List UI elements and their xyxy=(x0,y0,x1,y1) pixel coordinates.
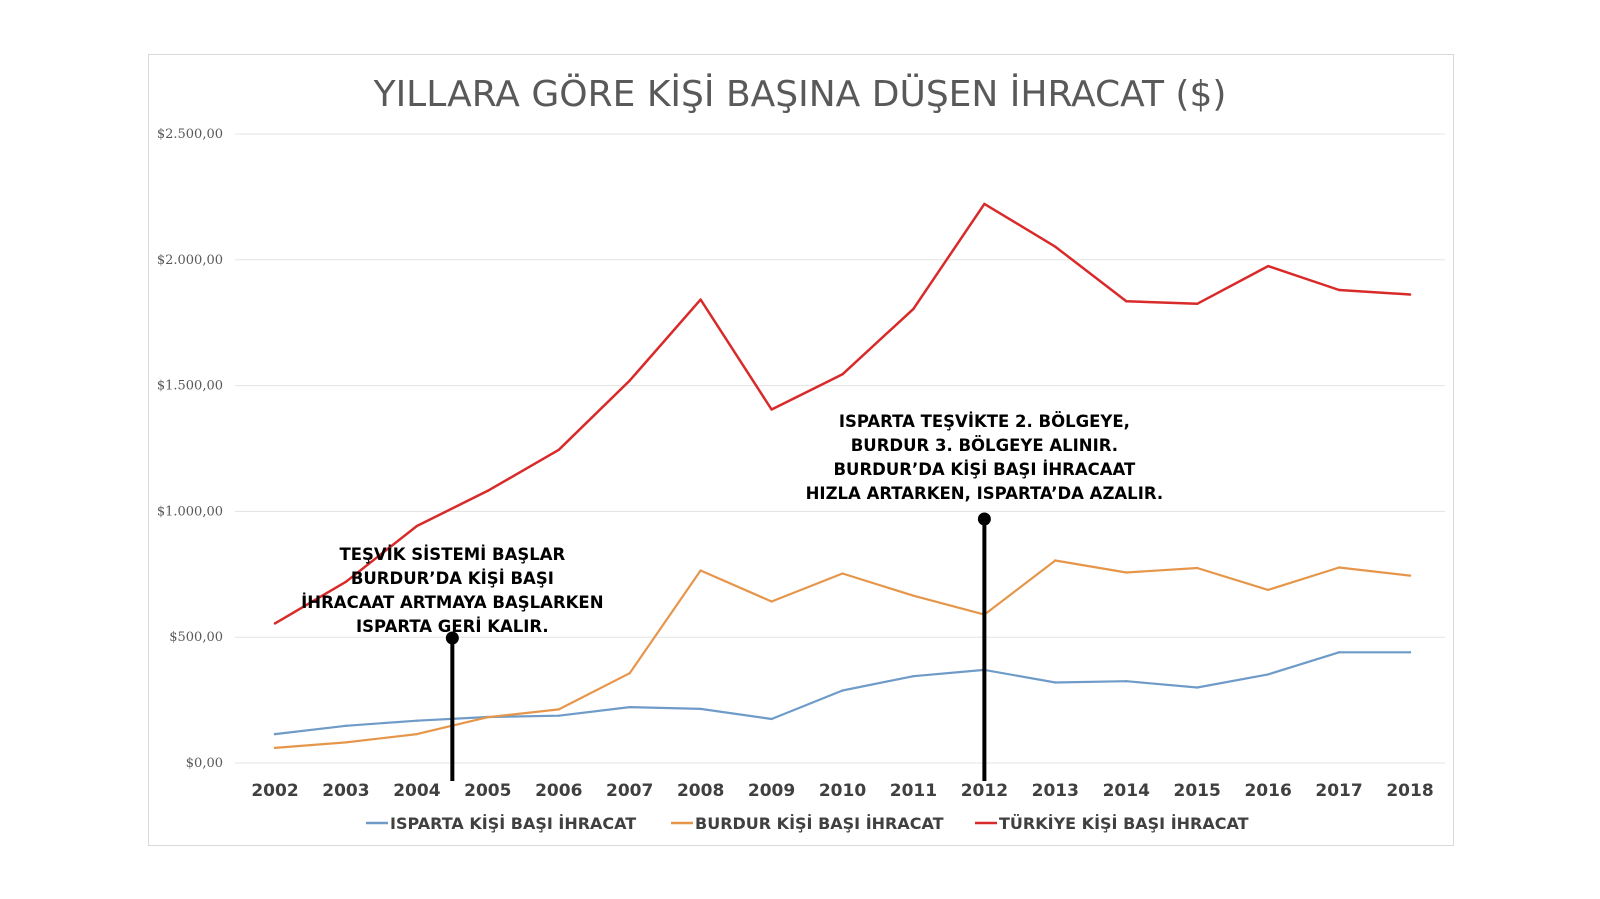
annotation-2004: TEŞVİK SİSTEMİ BAŞLAR BURDUR’DA KİŞİ BAŞI… xyxy=(301,545,604,781)
data-point xyxy=(344,580,348,584)
annotation-line: BURDUR 3. BÖLGEYE ALINIR. xyxy=(851,436,1118,455)
data-point xyxy=(273,732,277,736)
annotation-line: ISPARTA TEŞVİKTE 2. BÖLGEYE, xyxy=(839,412,1130,431)
legend-label: BURDUR KİŞİ BAŞI İHRACAT xyxy=(695,814,944,833)
x-tick-label: 2018 xyxy=(1386,781,1433,801)
chart-frame xyxy=(148,54,1454,846)
data-point xyxy=(912,594,915,597)
annotation-line: ISPARTA GERİ KALIR. xyxy=(356,617,549,636)
x-tick-label: 2016 xyxy=(1244,781,1291,801)
annotation-dot xyxy=(445,631,459,645)
y-tick-label: $2.000,00 xyxy=(157,253,223,268)
x-tick-label: 2012 xyxy=(961,781,1008,801)
data-point xyxy=(1408,651,1412,654)
data-point xyxy=(486,716,490,719)
data-point xyxy=(1195,302,1199,306)
data-point xyxy=(1054,245,1057,248)
data-point xyxy=(344,741,348,744)
data-point xyxy=(1195,686,1199,689)
data-point xyxy=(628,705,631,709)
data-point xyxy=(983,202,986,206)
data-point xyxy=(557,448,560,451)
data-point xyxy=(699,298,702,301)
x-tick-label: 2009 xyxy=(748,781,795,801)
y-axis: $0,00 $500,00 $1.000,00 $1.500,00 $2.000,00 $… xyxy=(157,127,223,771)
gridlines xyxy=(235,133,1445,764)
x-tick-label: 2011 xyxy=(890,781,937,801)
annotation-line: BURDUR’DA KİŞİ BAŞI İHRACAAT xyxy=(833,460,1136,479)
x-tick-label: 2003 xyxy=(322,781,369,801)
legend-item-2: BURDUR KİŞİ BAŞI İHRACAT xyxy=(671,814,944,833)
legend-item-3: TÜRKİYE KİŞİ BAŞI İHRACAT xyxy=(975,814,1249,833)
data-point xyxy=(1337,651,1341,654)
x-tick-label: 2010 xyxy=(819,781,866,801)
data-point xyxy=(770,600,773,603)
y-tick-label: $1.000,00 xyxy=(157,504,223,519)
data-point xyxy=(486,489,490,492)
annotation-2012: ISPARTA TEŞVİKTE 2. BÖLGEYE, BURDUR 3. BÖ… xyxy=(806,412,1163,781)
x-tick-label: 2014 xyxy=(1103,781,1150,801)
data-point xyxy=(1195,566,1199,570)
series-lines xyxy=(273,202,1412,750)
data-point xyxy=(699,707,702,711)
data-point xyxy=(415,732,419,736)
x-tick-label: 2002 xyxy=(251,781,298,801)
data-point xyxy=(557,708,560,711)
data-point xyxy=(557,714,560,717)
data-point xyxy=(1054,681,1057,684)
data-point xyxy=(841,373,844,376)
annotation-dot xyxy=(977,512,991,526)
y-tick-label: $0,00 xyxy=(186,756,223,771)
data-point xyxy=(912,307,915,311)
data-point xyxy=(770,408,773,411)
data-point xyxy=(1337,288,1341,292)
legend-label: TÜRKİYE KİŞİ BAŞI İHRACAT xyxy=(999,814,1249,833)
data-point xyxy=(912,674,915,678)
x-tick-label: 2008 xyxy=(677,781,724,801)
data-point xyxy=(273,622,277,625)
data-point xyxy=(699,569,702,572)
annotation-line: BURDUR’DA KİŞİ BAŞI xyxy=(351,569,554,588)
data-point xyxy=(1266,264,1270,268)
x-tick-label: 2015 xyxy=(1174,781,1221,801)
data-point xyxy=(344,724,348,727)
data-point xyxy=(1125,571,1128,574)
data-point xyxy=(841,572,844,575)
annotation-line: HIZLA ARTARKEN, ISPARTA’DA AZALIR. xyxy=(806,484,1163,503)
series-3 xyxy=(273,202,1412,625)
x-tick-label: 2006 xyxy=(535,781,582,801)
data-point xyxy=(1125,300,1128,303)
data-point xyxy=(415,719,419,722)
data-point xyxy=(1266,588,1270,592)
legend-item-1: ISPARTA KİŞİ BAŞI İHRACAT xyxy=(366,814,636,833)
annotation-line: TEŞVİK SİSTEMİ BAŞLAR xyxy=(339,545,565,564)
y-tick-label: $1.500,00 xyxy=(157,379,223,394)
annotation-line: İHRACAAT ARTMAYA BAŞLARKEN xyxy=(301,593,603,612)
annotations: TEŞVİK SİSTEMİ BAŞLAR BURDUR’DA KİŞİ BAŞI… xyxy=(301,412,1163,781)
y-tick-label: $500,00 xyxy=(169,630,223,645)
data-point xyxy=(1125,680,1128,683)
data-point xyxy=(273,746,277,750)
data-point xyxy=(1337,566,1341,569)
data-point xyxy=(1408,574,1412,577)
chart-title: YILLARA GÖRE KİŞİ BAŞINA DÜŞEN İHRACAT (… xyxy=(373,73,1227,115)
legend: ISPARTA KİŞİ BAŞI İHRACAT BURDUR KİŞİ BAŞ… xyxy=(366,814,1249,833)
x-tick-label: 2013 xyxy=(1032,781,1079,801)
y-tick-label: $2.500,00 xyxy=(157,127,223,142)
legend-label: ISPARTA KİŞİ BAŞI İHRACAT xyxy=(390,814,636,833)
data-point xyxy=(841,689,844,692)
data-point xyxy=(1408,293,1412,296)
data-point xyxy=(628,671,631,675)
data-point xyxy=(628,379,631,382)
x-tick-label: 2004 xyxy=(393,781,440,801)
data-point xyxy=(770,717,773,721)
data-point xyxy=(415,524,419,528)
x-tick-label: 2005 xyxy=(464,781,511,801)
data-point xyxy=(1054,559,1057,562)
data-point xyxy=(1266,673,1270,676)
x-tick-label: 2007 xyxy=(606,781,653,801)
x-axis: 2002 2003 2004 2005 2006 2007 2008 2009 2010 2011… xyxy=(251,781,1433,801)
x-tick-label: 2017 xyxy=(1315,781,1362,801)
